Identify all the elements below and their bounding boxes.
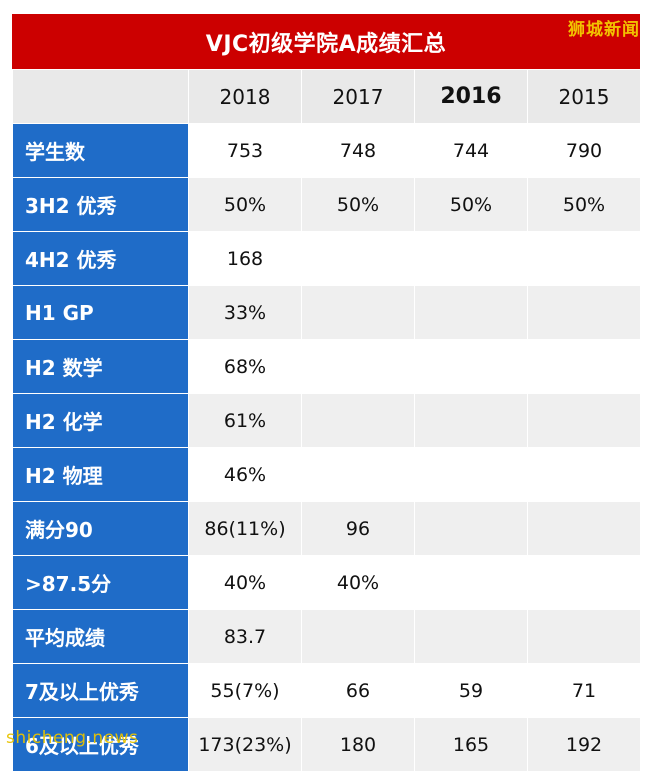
row-label: >87.5分 — [12, 555, 189, 610]
row-label: H2 化学 — [12, 393, 189, 448]
value-cell — [527, 393, 641, 448]
value-cell: 61% — [188, 393, 302, 448]
value-cell — [301, 393, 415, 448]
corner-cell — [12, 69, 189, 124]
value-cell: 192 — [527, 717, 641, 772]
row-label: H2 物理 — [12, 447, 189, 502]
value-cell: 40% — [188, 555, 302, 610]
table-row: 3H2 优秀 50% 50% 50% 50% — [12, 177, 641, 232]
value-cell — [414, 447, 528, 502]
row-label: 7及以上优秀 — [12, 663, 189, 718]
row-label: 3H2 优秀 — [12, 177, 189, 232]
title-text: VJC初级学院A成绩汇总 — [205, 31, 447, 57]
row-label: H2 数学 — [12, 339, 189, 394]
value-cell — [301, 609, 415, 664]
value-cell: 66 — [301, 663, 415, 718]
table-row: 学生数 753 748 744 790 — [12, 123, 641, 178]
value-cell: 50% — [527, 177, 641, 232]
row-label: 满分90 — [12, 501, 189, 556]
value-cell: 790 — [527, 123, 641, 178]
watermark-logo-text: 狮城新闻 — [568, 20, 640, 40]
value-cell — [527, 501, 641, 556]
value-cell: 55(7%) — [188, 663, 302, 718]
row-label: 4H2 优秀 — [12, 231, 189, 286]
value-cell: 40% — [301, 555, 415, 610]
table-row: 满分90 86(11%) 96 — [12, 501, 641, 556]
value-cell: 71 — [527, 663, 641, 718]
value-cell: 173(23%) — [188, 717, 302, 772]
value-cell: 83.7 — [188, 609, 302, 664]
value-cell — [527, 339, 641, 394]
value-cell: 86(11%) — [188, 501, 302, 556]
value-cell — [527, 609, 641, 664]
table-row: H2 物理 46% — [12, 447, 641, 502]
row-label: H1 GP — [12, 285, 189, 340]
table-row: 平均成绩 83.7 — [12, 609, 641, 664]
table-row: H2 数学 68% — [12, 339, 641, 394]
value-cell — [414, 339, 528, 394]
value-cell — [414, 609, 528, 664]
year-header: 2017 — [301, 69, 415, 124]
value-cell: 744 — [414, 123, 528, 178]
value-cell — [527, 447, 641, 502]
value-cell: 748 — [301, 123, 415, 178]
value-cell: 68% — [188, 339, 302, 394]
value-cell — [414, 231, 528, 286]
value-cell: 33% — [188, 285, 302, 340]
value-cell — [301, 231, 415, 286]
value-cell — [527, 231, 641, 286]
table-row: >87.5分 40% 40% — [12, 555, 641, 610]
results-table: 2018 2017 2016 2015 学生数 753 748 744 790 3H2 优… — [12, 69, 641, 772]
watermark-url: shicheng.news — [6, 728, 139, 748]
value-cell — [414, 285, 528, 340]
value-cell: 96 — [301, 501, 415, 556]
year-header: 2018 — [188, 69, 302, 124]
header-row: 2018 2017 2016 2015 — [12, 69, 641, 124]
table-row: 7及以上优秀 55(7%) 66 59 71 — [12, 663, 641, 718]
row-label: 学生数 — [12, 123, 189, 178]
value-cell: 50% — [414, 177, 528, 232]
row-label: 平均成绩 — [12, 609, 189, 664]
table-row: 4H2 优秀 168 — [12, 231, 641, 286]
value-cell — [414, 555, 528, 610]
value-cell — [301, 285, 415, 340]
value-cell: 180 — [301, 717, 415, 772]
value-cell: 50% — [188, 177, 302, 232]
value-cell — [301, 339, 415, 394]
value-cell: 753 — [188, 123, 302, 178]
value-cell: 50% — [301, 177, 415, 232]
value-cell: 46% — [188, 447, 302, 502]
value-cell — [414, 501, 528, 556]
table-row: H2 化学 61% — [12, 393, 641, 448]
value-cell: 168 — [188, 231, 302, 286]
value-cell — [527, 555, 641, 610]
year-header: 2016 — [414, 69, 528, 124]
value-cell: 165 — [414, 717, 528, 772]
value-cell — [301, 447, 415, 502]
year-header: 2015 — [527, 69, 641, 124]
value-cell — [414, 393, 528, 448]
table-title: VJC初级学院A成绩汇总 — [12, 14, 640, 69]
value-cell: 59 — [414, 663, 528, 718]
table-row: H1 GP 33% — [12, 285, 641, 340]
value-cell — [527, 285, 641, 340]
